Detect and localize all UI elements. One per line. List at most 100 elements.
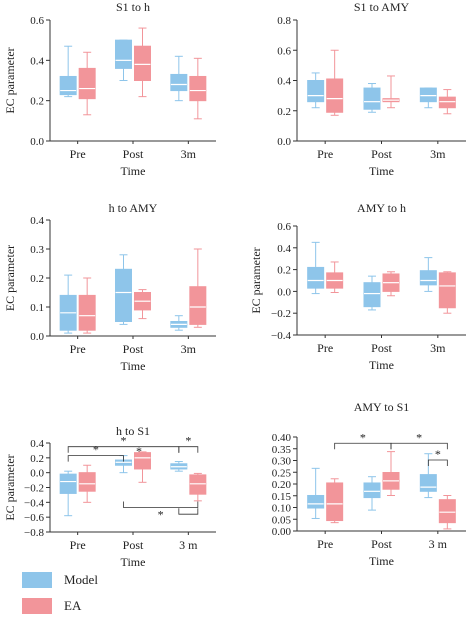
significance-bracket: *	[67, 434, 180, 453]
x-axis-label: Time	[369, 554, 394, 568]
y-tick-label: 0.0	[30, 331, 44, 343]
bracket-line	[123, 501, 199, 508]
ea-box-1	[78, 464, 96, 503]
significance-star: *	[158, 508, 164, 522]
model-box-1	[307, 72, 325, 109]
y-tick-label: 0.2	[277, 265, 291, 277]
significance-star: *	[185, 434, 191, 448]
ea-box-2	[134, 27, 151, 98]
y-tick-label: 0.4	[30, 215, 44, 227]
ea-box-1	[326, 49, 344, 116]
x-axis-label: Time	[369, 358, 394, 372]
box-iqr	[363, 482, 381, 499]
y-tick-label: 0.6	[277, 221, 291, 233]
model-box-3	[419, 453, 437, 499]
x-tick-label: Pre	[70, 538, 86, 552]
box-iqr	[363, 282, 381, 308]
x-tick-label: Post	[123, 147, 144, 161]
box-iqr	[438, 96, 456, 109]
x-tick-label: Pre	[317, 537, 333, 551]
chart-title: h to AMY	[109, 201, 158, 215]
box-iqr	[59, 473, 77, 494]
y-tick-label: 0.15	[272, 491, 292, 503]
box-iqr	[438, 499, 456, 524]
significance-star: *	[416, 430, 422, 444]
ea-box-1	[78, 277, 96, 334]
x-tick-label: 3 m	[429, 537, 448, 551]
model-box-2	[363, 275, 381, 311]
y-tick-label: 0.3	[30, 244, 44, 256]
legend-swatch-ea	[22, 598, 52, 614]
box-iqr	[134, 45, 151, 81]
y-tick-label: 0.2	[277, 106, 291, 118]
chart-panel-3: 0.0 0.1 0.2 0.3 0.4 Pre Post 3m h to AMY Time EC p…	[3, 201, 216, 373]
ea-box-3	[438, 494, 456, 530]
chart-panel-4: −0.4 −0.2 0.0 0.2 0.4 0.6 Pre Post 3m AMY to h Tim…	[249, 201, 466, 372]
box-iqr	[307, 266, 325, 289]
bracket-line	[390, 442, 448, 450]
model-box-2	[115, 254, 132, 325]
box-iqr	[78, 67, 96, 100]
x-axis-label: Time	[369, 164, 394, 178]
box-iqr	[419, 474, 437, 492]
y-tick-label: −0.4	[271, 330, 291, 342]
y-tick-label: 0.6	[277, 45, 291, 57]
y-tick-label: 0.8	[277, 15, 291, 27]
legend-item-ea: EA	[22, 598, 81, 614]
box-iqr	[326, 482, 344, 522]
y-tick-label: 0.00	[272, 526, 292, 538]
significance-bracket: *	[427, 447, 448, 466]
significance-star: *	[93, 443, 99, 457]
ea-box-3	[438, 89, 456, 115]
chart-title: AMY to h	[357, 201, 406, 215]
chart-panel-1: 0.0 0.2 0.4 0.6 Pre Post 3m S1 to h Time EC param…	[3, 0, 216, 178]
model-box-2	[363, 83, 381, 113]
y-tick-label: 0.25	[272, 467, 292, 479]
bracket-line	[427, 459, 448, 466]
significance-star: *	[136, 444, 142, 458]
y-axis-label: EC parameter	[3, 454, 17, 520]
y-tick-label: 0.2	[30, 96, 44, 108]
ea-box-1	[326, 478, 344, 524]
ea-box-2	[134, 289, 151, 320]
x-tick-label: Post	[371, 537, 392, 551]
y-tick-label: 0.0	[277, 136, 291, 148]
bracket-line	[67, 455, 124, 462]
x-tick-label: Post	[371, 147, 392, 161]
ea-box-1	[326, 261, 344, 293]
significance-bracket: *	[178, 434, 199, 453]
box-iqr	[170, 73, 188, 92]
chart-title: h to S1	[116, 424, 150, 438]
ea-box-3	[189, 248, 207, 328]
chart-title: S1 to AMY	[354, 0, 410, 14]
ea-box-2	[382, 271, 400, 297]
model-box-2	[363, 476, 381, 511]
chart-panel-5: −0.8 −0.6 −0.4 −0.2 0.0 0.2 0.4 Pre Post 3 m h to …	[3, 424, 216, 569]
ea-box-2	[134, 451, 151, 483]
x-tick-label: Post	[123, 342, 144, 356]
ea-box-3	[189, 57, 207, 120]
chart-title: S1 to h	[116, 0, 150, 14]
box-iqr	[59, 75, 77, 96]
legend-label-ea: EA	[64, 598, 82, 613]
model-box-1	[307, 241, 325, 295]
y-tick-label: 0.20	[272, 479, 292, 491]
ea-box-3	[189, 472, 207, 502]
y-tick-label: 0.0	[30, 136, 44, 148]
x-axis-label: Time	[121, 164, 146, 178]
model-box-1	[59, 45, 77, 98]
bracket-line	[178, 446, 199, 453]
significance-bracket: *	[123, 501, 199, 522]
chart-panel-6: 0.000.050.100.150.200.250.300.350.40 Pre P…	[272, 400, 466, 568]
ea-box-3	[438, 271, 456, 314]
significance-bracket: *	[390, 430, 448, 450]
model-box-1	[307, 467, 325, 519]
y-axis-label: EC parameter	[3, 47, 17, 113]
chart-panel-2: 0.0 0.2 0.4 0.6 0.8 Pre Post 3m S1 to AMY Time	[277, 0, 466, 178]
x-tick-label: 3m	[430, 147, 446, 161]
y-tick-label: 0.2	[30, 273, 44, 285]
x-tick-label: Post	[123, 538, 144, 552]
y-tick-label: −0.6	[24, 512, 44, 524]
x-tick-label: 3m	[430, 341, 446, 355]
